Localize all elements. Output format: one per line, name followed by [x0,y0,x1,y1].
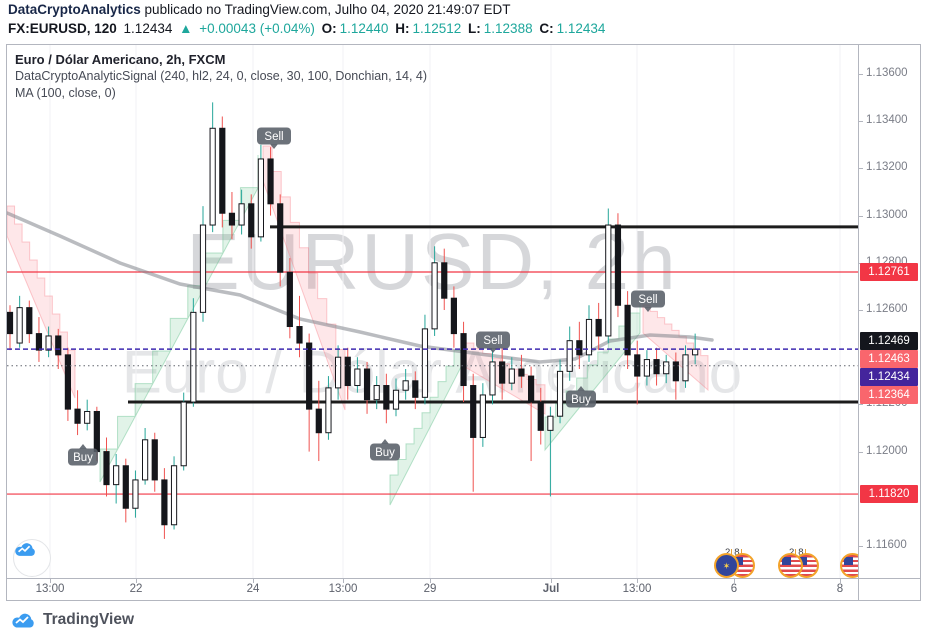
time-tick-mark [343,579,344,583]
buy-signal-marker: Buy [68,444,98,466]
axis-corner-separator [858,579,859,601]
tradingview-logo-icon[interactable] [10,611,36,629]
low-label: L: [468,21,481,36]
tradingview-logo-watermark [13,539,51,577]
tradingview-brand-text[interactable]: TradingView [43,611,135,628]
tradingview-footer: TradingView [10,611,134,629]
sell-signal-marker: Sell [476,331,510,353]
buy-signal-marker: Buy [370,439,400,461]
price-change: +0.00043 (+0.04%) [199,21,315,36]
buy-signal-marker: Buy [566,386,596,408]
price-tick-mark [859,215,863,217]
symbol-info-bar: FX:EURUSD, 120 1.12434 ▲ +0.00043 (+0.04… [8,21,608,36]
time-tick-mark [136,579,137,583]
close-label: C: [539,21,554,36]
chart-legend: Euro / Dólar Americano, 2h, FXCM DataCry… [15,51,427,102]
svg-text:Sell: Sell [264,131,283,143]
author-link[interactable]: DataCryptoAnalytics [8,2,141,17]
open-value: 1.12440 [339,21,389,36]
time-tick-mark [637,579,638,583]
us-flag-canton [782,557,791,565]
legend-symbol-title[interactable]: Euro / Dólar Americano, 2h, FXCM [15,52,226,67]
price-badge-red: 1.11820 [860,485,918,503]
price-chart-canvas[interactable]: Sell Buy Buy Sell Buy Sell [7,45,858,578]
time-tick-label: 24 [246,583,260,595]
time-tick-label: 13:00 [35,583,65,595]
time-tick-mark [430,579,431,583]
time-tick-mark [840,579,841,583]
time-tick-label: 6 [730,583,738,595]
time-tick-mark [551,579,552,583]
time-tick-label: 13:00 [622,583,652,595]
price-tick-mark [859,546,863,547]
svg-text:Buy: Buy [571,394,591,406]
price-badge-black: 1.12469 [860,332,918,350]
price-tick-label: 1.11600 [866,539,907,551]
publication-header: DataCryptoAnalytics publicado no Trading… [8,2,511,17]
price-badge-pink: 1.12364 [860,386,918,404]
svg-text:Buy: Buy [73,452,93,464]
sell-signal-marker: Sell [631,290,665,312]
price-tick-label: 1.12000 [866,444,908,457]
price-tick-mark [859,121,863,123]
price-badge-purple: 1.12434 [860,368,918,386]
time-tick-mark [253,579,254,583]
svg-text:Sell: Sell [483,335,502,347]
event-count-labels: 28 [725,547,744,558]
price-tick-label: 1.13200 [866,161,908,174]
price-badge-red: 1.12761 [860,263,918,281]
low-value: 1.12388 [483,21,533,36]
time-tick-label: 8 [836,583,844,595]
price-tick-mark [859,74,863,75]
chart-plot-area[interactable]: EURUSD, 2h Euro / Dólar Americano Sell Bu… [7,45,865,578]
us-flag-icon [778,553,803,578]
open-label: O: [321,21,337,36]
close-value: 1.12434 [556,21,606,36]
legend-indicator-signal[interactable]: DataCryptoAnalyticSignal (240, hl2, 24, … [15,69,428,83]
price-tick-label: 1.13600 [866,67,908,79]
time-tick-label: Jul [542,583,560,595]
publication-info: publicado no TradingView.com, Julho 04, … [140,2,511,17]
price-tick-label: 1.13400 [866,114,908,127]
event-count-labels: 28 [789,547,808,558]
price-tick-mark [859,451,863,453]
last-price: 1.12434 [123,21,173,36]
high-value: 1.12512 [412,21,462,36]
price-axis[interactable]: 1.13600 1.13400 1.13200 1.13000 1.12800 1.126… [858,45,920,578]
legend-indicator-ma[interactable]: MA (100, close, 0) [15,86,116,100]
up-arrow-icon: ▲ [179,21,193,36]
time-axis[interactable]: 13:00 22 24 13:00 29 Jul 13:00 6 8 [7,578,920,601]
time-tick-label: 13:00 [328,583,358,595]
time-tick-label: 29 [423,583,437,595]
svg-text:Buy: Buy [375,447,395,459]
eu-flag-icon: ✶ [714,553,739,578]
tradingview-cloud-icon [15,543,35,556]
time-tick-mark [734,579,735,583]
chart-frame: EURUSD, 2h Euro / Dólar Americano Sell Bu… [6,44,921,601]
symbol-watermark: EURUSD, 2h [186,217,678,306]
high-label: H: [395,21,410,36]
price-tick-mark [859,310,863,311]
time-tick-mark [50,579,51,583]
price-tick-label: 1.12600 [866,303,908,315]
sell-signal-marker: Sell [257,127,291,149]
us-flag-canton [844,557,853,565]
symbol-name[interactable]: FX:EURUSD, 120 [8,21,117,36]
price-badge-pink: 1.12463 [860,350,918,368]
svg-text:Sell: Sell [638,294,657,306]
price-tick-label: 1.13000 [866,208,908,221]
time-tick-label: 22 [129,583,143,595]
price-tick-mark [859,168,863,170]
price-tick-mark [859,404,863,406]
